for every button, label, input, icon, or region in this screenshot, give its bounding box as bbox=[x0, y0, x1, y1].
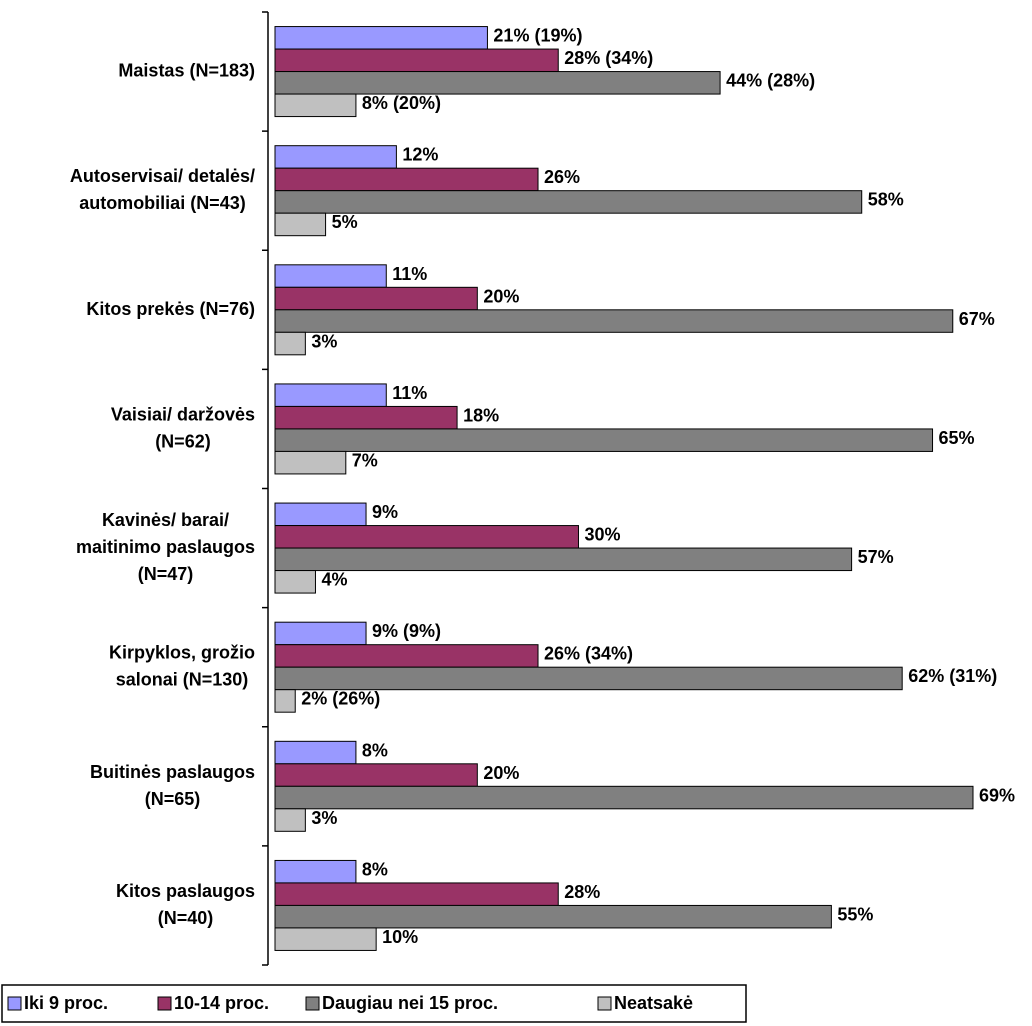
category-label: Kavinės/ barai/maitinimo paslaugos (N=47) bbox=[76, 510, 255, 584]
value-label: 21% (19%) bbox=[493, 26, 582, 46]
category-label: Vaisiai/ daržovės (N=62) bbox=[111, 404, 255, 451]
bar bbox=[274, 331, 306, 356]
value-label: 58% bbox=[868, 190, 904, 210]
value-label: 20% bbox=[483, 763, 519, 783]
value-label: 9% (9%) bbox=[372, 621, 441, 641]
value-label: 3% bbox=[311, 808, 337, 828]
bar bbox=[274, 48, 559, 73]
value-label: 28% (34%) bbox=[564, 48, 653, 68]
value-label: 26% bbox=[544, 167, 580, 187]
bar bbox=[274, 927, 377, 951]
category-label: Kitos paslaugos (N=40) bbox=[116, 881, 255, 928]
value-label: 8% (20%) bbox=[362, 93, 441, 113]
value-label: 55% bbox=[837, 904, 873, 924]
legend-box bbox=[1, 984, 747, 1023]
value-label: 69% bbox=[979, 785, 1015, 805]
legend-label: Neatsakė bbox=[614, 993, 693, 1013]
value-label: 5% bbox=[332, 212, 358, 232]
value-label: 20% bbox=[483, 286, 519, 306]
value-label: 12% bbox=[402, 145, 438, 165]
bar bbox=[274, 525, 579, 549]
bar bbox=[274, 190, 863, 214]
bar bbox=[274, 859, 357, 884]
value-label: 11% bbox=[392, 264, 427, 284]
value-label: 18% bbox=[463, 405, 499, 425]
value-label: 9% bbox=[372, 502, 398, 522]
value-label: 30% bbox=[584, 525, 620, 545]
value-label: 57% bbox=[858, 547, 894, 567]
category-label: Kirpyklos, grožio salonai (N=130) bbox=[109, 642, 255, 689]
bar bbox=[274, 264, 387, 288]
value-label: 7% bbox=[352, 450, 378, 470]
value-label: 10% bbox=[382, 927, 418, 947]
value-label: 8% bbox=[362, 859, 388, 879]
legend-swatch bbox=[597, 996, 612, 1011]
category-label: Maistas (N=183) bbox=[118, 60, 255, 80]
value-label: 26% (34%) bbox=[544, 644, 633, 664]
bar bbox=[274, 309, 954, 333]
value-label: 3% bbox=[311, 331, 337, 351]
legend-swatch bbox=[305, 996, 320, 1011]
bar bbox=[274, 689, 296, 713]
legend-label: 10-14 proc. bbox=[174, 993, 269, 1013]
bar bbox=[274, 286, 478, 311]
value-label: 8% bbox=[362, 740, 388, 760]
bar bbox=[274, 383, 387, 407]
bar bbox=[274, 666, 903, 691]
bar bbox=[274, 785, 974, 810]
legend-swatch bbox=[7, 996, 22, 1011]
bar bbox=[274, 450, 347, 475]
value-label: 62% (31%) bbox=[908, 666, 997, 686]
bar bbox=[274, 212, 327, 237]
category-label: Buitinės paslaugos (N=65) bbox=[90, 762, 255, 809]
bar bbox=[274, 808, 306, 832]
bar bbox=[274, 904, 832, 929]
bar bbox=[274, 428, 934, 452]
value-label: 44% (28%) bbox=[726, 71, 815, 91]
bar bbox=[274, 26, 488, 50]
bar bbox=[274, 621, 367, 646]
value-label: 2% (26%) bbox=[301, 689, 380, 709]
bar bbox=[274, 502, 367, 527]
bar bbox=[274, 145, 397, 169]
value-label: 65% bbox=[939, 428, 975, 448]
legend-swatch bbox=[157, 996, 172, 1011]
bar bbox=[274, 167, 539, 192]
bar bbox=[274, 882, 559, 906]
value-label: 67% bbox=[959, 309, 995, 329]
legend-label: Daugiau nei 15 proc. bbox=[322, 993, 498, 1013]
value-label: 4% bbox=[321, 570, 347, 590]
bar bbox=[274, 740, 357, 765]
bar bbox=[274, 93, 357, 118]
bar bbox=[274, 547, 853, 572]
bar bbox=[274, 570, 316, 594]
bar bbox=[274, 71, 721, 95]
value-label: 28% bbox=[564, 882, 600, 902]
bar bbox=[274, 405, 458, 430]
bar bbox=[274, 644, 539, 668]
bar bbox=[274, 763, 478, 787]
value-label: 11% bbox=[392, 383, 427, 403]
legend-label: Iki 9 proc. bbox=[24, 993, 108, 1013]
category-label: Kitos prekės (N=76) bbox=[86, 299, 255, 319]
category-label: Autoservisai/ detalės/automobiliai (N=43… bbox=[70, 166, 255, 213]
